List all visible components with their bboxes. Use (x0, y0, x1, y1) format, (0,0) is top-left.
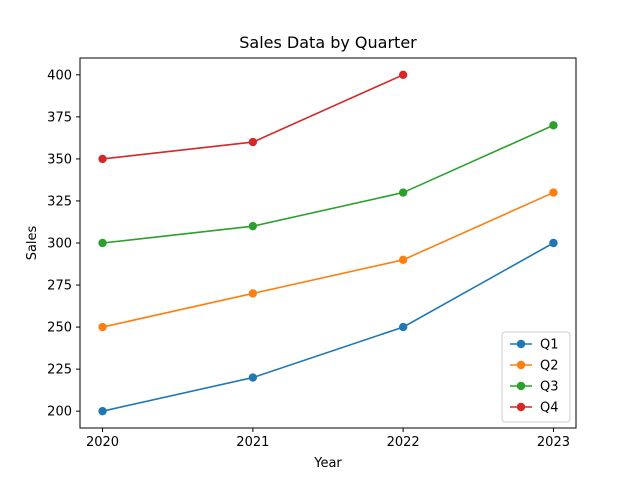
x-tick-label: 2022 (387, 435, 420, 450)
legend: Q1 Q2 Q3 Q4 (501, 331, 571, 423)
data-point-q2 (549, 188, 558, 197)
legend-swatch-marker (516, 381, 526, 391)
data-point-q4 (98, 154, 107, 164)
series-line-q3 (102, 124, 554, 244)
data-point-q3 (398, 188, 408, 197)
x-tick-label: 2021 (236, 435, 269, 450)
series-line-q1 (102, 242, 554, 412)
data-point-q2 (398, 255, 408, 265)
data-point-q1 (549, 238, 558, 248)
legend-label: Q2 (540, 359, 559, 374)
legend-swatch-marker (516, 402, 526, 412)
data-point-q4 (248, 137, 258, 147)
y-tick-label: 275 (47, 279, 72, 294)
legend-box (501, 331, 571, 423)
series-line-q4 (102, 74, 404, 160)
data-point-q1 (248, 373, 258, 382)
y-axis-label: Sales (25, 225, 40, 260)
y-tick-label: 375 (47, 110, 72, 125)
data-point-q4 (398, 70, 408, 80)
legend-swatch-marker (516, 360, 526, 370)
data-point-q3 (98, 238, 107, 248)
data-point-q1 (398, 322, 408, 332)
y-tick-label: 400 (47, 68, 72, 83)
x-axis: 2020 2021 2022 2023 (86, 428, 570, 450)
data-point-q2 (98, 322, 107, 332)
y-tick-label: 200 (47, 405, 72, 420)
chart-title: Sales Data by Quarter (239, 33, 417, 52)
legend-swatch-marker (516, 339, 526, 349)
legend-label: Q3 (540, 380, 559, 395)
y-tick-label: 350 (47, 152, 72, 167)
y-tick-label: 325 (47, 194, 72, 209)
data-point-q2 (248, 289, 258, 298)
plot-area (98, 70, 558, 416)
data-point-q1 (98, 406, 107, 416)
legend-label: Q4 (540, 401, 559, 416)
y-axis: 200 225 250 275 300 325 350 375 400 (47, 68, 80, 420)
y-tick-label: 300 (47, 237, 72, 252)
y-tick-label: 225 (47, 363, 72, 378)
series-line-q2 (102, 191, 554, 328)
legend-label: Q1 (540, 338, 559, 353)
data-point-q3 (549, 121, 558, 130)
x-tick-label: 2020 (86, 435, 119, 450)
x-tick-label: 2023 (537, 435, 570, 450)
y-tick-label: 250 (47, 321, 72, 336)
data-point-q3 (248, 221, 258, 231)
x-axis-label: Year (313, 456, 342, 471)
